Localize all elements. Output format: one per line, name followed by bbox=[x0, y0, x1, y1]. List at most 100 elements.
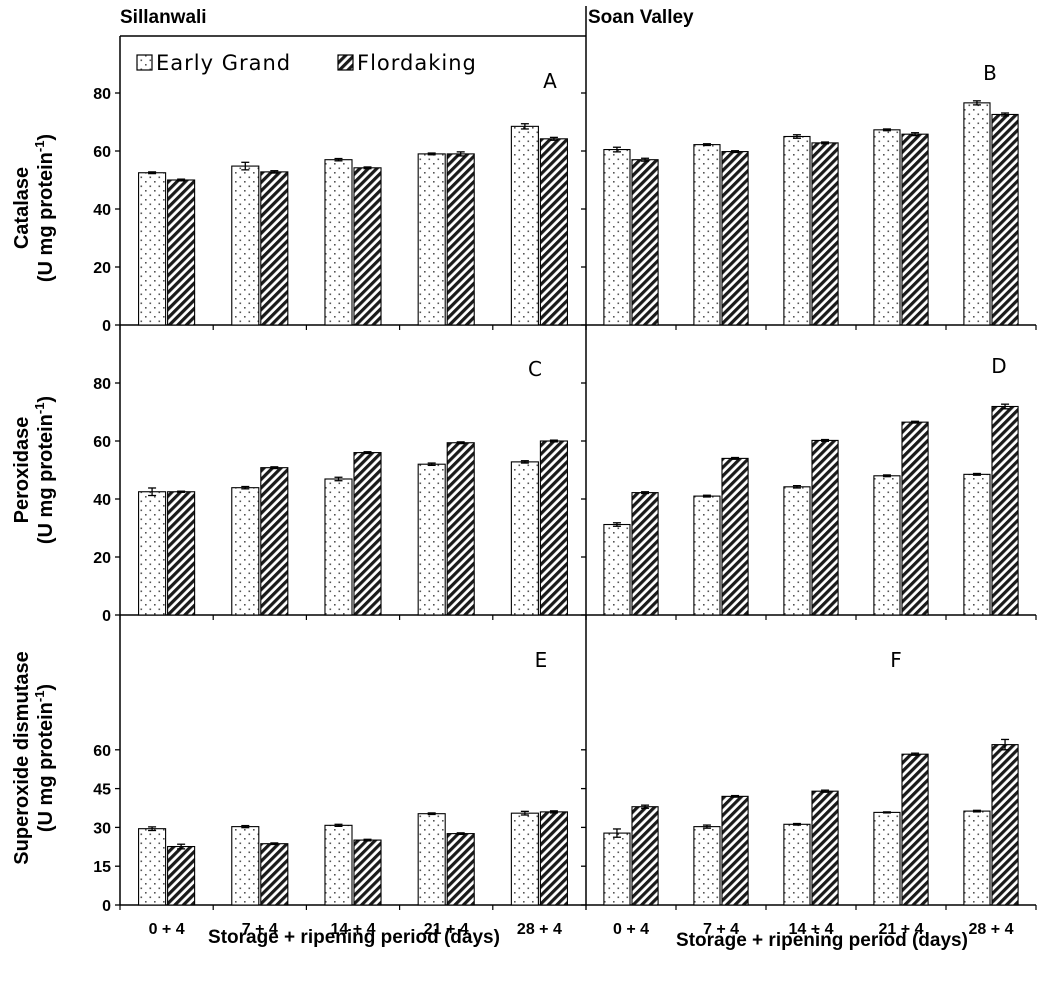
error-bar bbox=[427, 812, 436, 816]
bar-early-grand bbox=[693, 144, 721, 326]
panels: 0 20 40 60 80 A B 0 20 40 60 80 C D 0 15 30 45 60 0 + 4 7 + … bbox=[93, 6, 1037, 938]
error-bar bbox=[270, 842, 279, 846]
error-bar bbox=[456, 832, 465, 836]
panel-label-A: A bbox=[543, 69, 557, 93]
bar-flordaking bbox=[721, 457, 749, 616]
bar-early-grand bbox=[510, 812, 539, 906]
panel-C: 0 20 40 60 80 C bbox=[93, 357, 587, 625]
error-bar bbox=[882, 128, 891, 132]
panel-label-E: E bbox=[535, 648, 548, 672]
error-bar bbox=[972, 472, 981, 476]
bar-early-grand bbox=[963, 102, 991, 326]
error-bar bbox=[177, 178, 186, 182]
bar-flordaking bbox=[260, 171, 289, 326]
x-tick-label: 28 + 4 bbox=[517, 921, 562, 938]
bar-flordaking bbox=[721, 795, 749, 906]
error-bar bbox=[1001, 738, 1010, 751]
error-bar bbox=[241, 161, 250, 171]
panel-B: B bbox=[581, 61, 1037, 330]
y-tick-label: 0 bbox=[102, 318, 111, 335]
bar-flordaking bbox=[446, 442, 475, 616]
y-label-catalase: Catalase (U mg protein-1) bbox=[11, 134, 57, 282]
bar-early-grand bbox=[603, 523, 631, 616]
y-label-superoxide-dismutase: Superoxide dismutase (U mg protein-1) bbox=[11, 651, 57, 864]
bar-early-grand bbox=[783, 486, 811, 616]
y-label-line1: Catalase bbox=[11, 167, 33, 249]
bar-flordaking bbox=[901, 753, 929, 906]
bar-early-grand bbox=[417, 463, 446, 616]
y-label-line2: (U mg protein-1) bbox=[32, 134, 57, 282]
error-bar bbox=[821, 789, 830, 793]
error-bar bbox=[1001, 112, 1010, 117]
error-bar bbox=[1001, 403, 1010, 410]
x-tick-label: 7 + 4 bbox=[703, 921, 739, 938]
x-tick-label: 0 + 4 bbox=[149, 921, 185, 938]
y-tick-label: 30 bbox=[93, 820, 111, 837]
error-bar bbox=[792, 485, 801, 489]
bar-flordaking bbox=[167, 179, 196, 326]
error-bar bbox=[334, 157, 343, 162]
bar-early-grand bbox=[324, 824, 353, 906]
error-bar bbox=[612, 522, 621, 527]
legend-label-flordaking: Flordaking bbox=[357, 51, 477, 75]
error-bar bbox=[549, 810, 558, 814]
panel-label-B: B bbox=[983, 61, 997, 85]
bar-flordaking bbox=[539, 440, 568, 616]
bar-early-grand bbox=[963, 810, 991, 906]
y-tick-label: 0 bbox=[102, 608, 111, 625]
error-bar bbox=[612, 828, 621, 838]
y-label-line2: (U mg protein-1) bbox=[32, 684, 57, 832]
error-bar bbox=[456, 151, 465, 157]
error-bar bbox=[911, 420, 920, 424]
bar-early-grand bbox=[873, 475, 901, 616]
y-label-peroxidase: Peroxidase (U mg protein-1) bbox=[11, 396, 57, 544]
error-bar bbox=[270, 170, 279, 174]
panel-label-D: D bbox=[991, 354, 1006, 378]
error-bar bbox=[241, 485, 250, 490]
error-bar bbox=[363, 451, 372, 455]
bar-early-grand bbox=[138, 172, 167, 326]
error-bar bbox=[882, 811, 891, 814]
bar-flordaking bbox=[631, 492, 659, 616]
x-axis-label-right: Storage + ripening period (days) bbox=[676, 930, 968, 951]
bar-flordaking bbox=[901, 133, 929, 326]
bar-flordaking bbox=[446, 833, 475, 906]
x-tick-label: 21 + 4 bbox=[424, 921, 469, 938]
error-bar bbox=[821, 141, 830, 145]
x-tick-label: 21 + 4 bbox=[879, 921, 924, 938]
bar-early-grand bbox=[138, 828, 167, 906]
bar-flordaking bbox=[811, 439, 839, 616]
bar-early-grand bbox=[324, 478, 353, 616]
error-bar bbox=[363, 166, 372, 170]
bar-flordaking bbox=[260, 843, 289, 906]
bar-flordaking bbox=[260, 467, 289, 616]
bar-flordaking bbox=[353, 839, 382, 906]
x-tick-label: 14 + 4 bbox=[331, 921, 376, 938]
bar-early-grand bbox=[873, 811, 901, 906]
error-bar bbox=[549, 136, 558, 141]
bar-early-grand bbox=[783, 823, 811, 906]
y-tick-label: 60 bbox=[93, 743, 111, 760]
error-bar bbox=[731, 150, 740, 154]
error-bar bbox=[612, 146, 621, 153]
legend-label-early-grand: Early Grand bbox=[156, 51, 291, 75]
error-bar bbox=[972, 100, 981, 106]
error-bar bbox=[241, 824, 250, 829]
y-tick-label: 15 bbox=[93, 859, 111, 876]
bar-early-grand bbox=[417, 153, 446, 326]
error-bar bbox=[731, 456, 740, 460]
error-bar bbox=[520, 123, 529, 130]
y-tick-label: 60 bbox=[93, 434, 111, 451]
error-bar bbox=[520, 810, 529, 816]
bar-early-grand bbox=[324, 159, 353, 326]
y-label-line2: (U mg protein-1) bbox=[32, 396, 57, 544]
bar-early-grand bbox=[510, 461, 539, 616]
bar-early-grand bbox=[231, 826, 260, 906]
y-label-line1: Peroxidase bbox=[11, 417, 33, 524]
error-bar bbox=[792, 822, 801, 826]
bar-early-grand bbox=[873, 129, 901, 326]
error-bar bbox=[911, 132, 920, 137]
error-bar bbox=[702, 824, 711, 829]
bar-flordaking bbox=[811, 790, 839, 906]
